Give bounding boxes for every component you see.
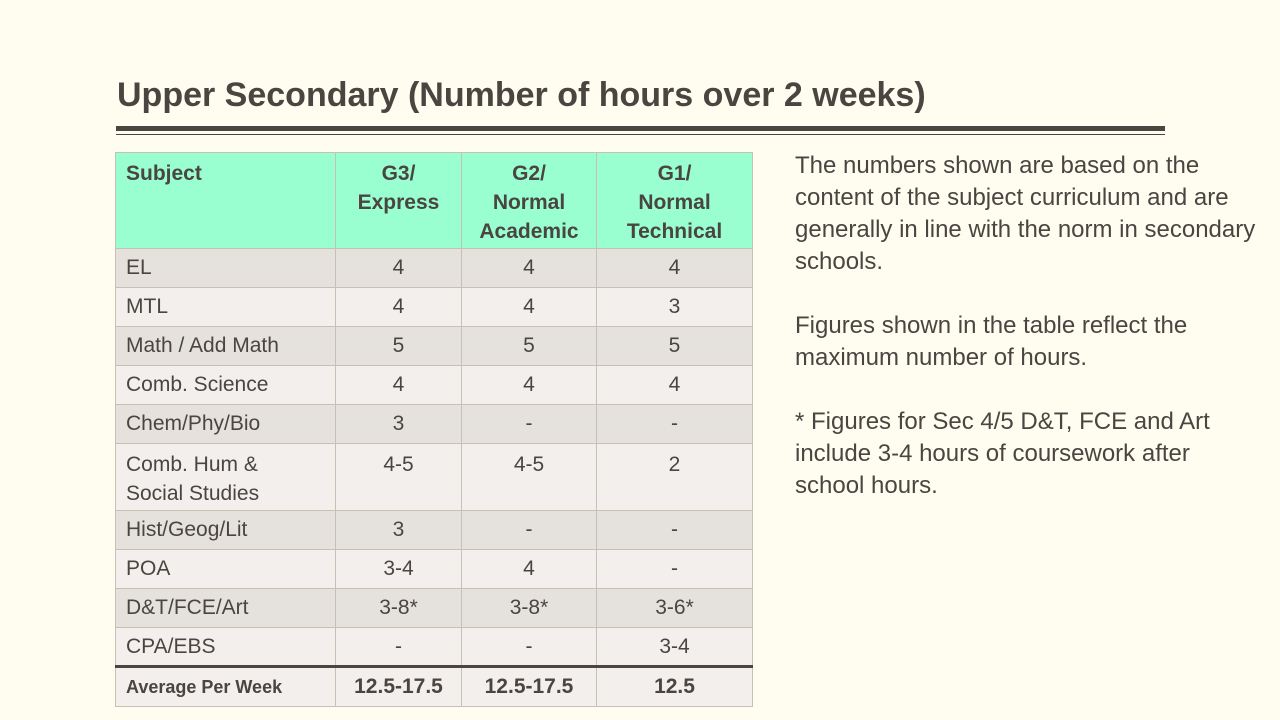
table-header-row: Subject G3/Express G2/Normal Academic G1/… [115, 152, 753, 249]
table-row: POA 3-4 4 - [115, 549, 753, 589]
g3-cell: 4-5 [335, 443, 462, 511]
header-g2-normal-academic: G2/Normal Academic [461, 152, 597, 249]
table-row: CPA/EBS - - 3-4 [115, 627, 753, 667]
g2-cell: - [461, 510, 597, 550]
g3-cell: 4 [335, 248, 462, 288]
g3-cell: 3 [335, 404, 462, 444]
table-row: Hist/Geog/Lit 3 - - [115, 510, 753, 550]
subject-cell: Math / Add Math [115, 326, 336, 366]
g3-cell: 3-8* [335, 588, 462, 628]
subject-cell: EL [115, 248, 336, 288]
subject-cell: Chem/Phy/Bio [115, 404, 336, 444]
table-footer-row: Average Per Week 12.5-17.5 12.5-17.5 12.… [115, 665, 753, 707]
g2-cell: 3-8* [461, 588, 597, 628]
table-row: Chem/Phy/Bio 3 - - [115, 404, 753, 444]
note-coursework: * Figures for Sec 4/5 D&T, FCE and Art i… [795, 408, 1210, 499]
footer-g3-cell: 12.5-17.5 [335, 665, 462, 707]
g3-cell: 4 [335, 287, 462, 327]
notes-panel: The numbers shown are based on the conte… [795, 150, 1265, 534]
subject-cell: Hist/Geog/Lit [115, 510, 336, 550]
title-divider-thick [116, 126, 1165, 131]
g1-cell: 2 [596, 443, 753, 511]
g2-cell: 4 [461, 549, 597, 589]
subject-cell: POA [115, 549, 336, 589]
table-row: MTL 4 4 3 [115, 287, 753, 327]
g1-cell: 3 [596, 287, 753, 327]
footer-g2-cell: 12.5-17.5 [461, 665, 597, 707]
table-row: Comb. Hum & Social Studies 4-5 4-5 2 [115, 443, 753, 511]
g1-cell: 3-6* [596, 588, 753, 628]
header-g3-express: G3/Express [335, 152, 462, 249]
g1-cell: 3-4 [596, 627, 753, 667]
g1-cell: - [596, 549, 753, 589]
g1-cell: - [596, 510, 753, 550]
table-row: D&T/FCE/Art 3-8* 3-8* 3-6* [115, 588, 753, 628]
footer-g1-cell: 12.5 [596, 665, 753, 707]
subject-cell: CPA/EBS [115, 627, 336, 667]
g3-cell: 3 [335, 510, 462, 550]
table-row: Math / Add Math 5 5 5 [115, 326, 753, 366]
subject-cell: Comb. Hum & Social Studies [115, 443, 336, 511]
g3-cell: 3-4 [335, 549, 462, 589]
subject-cell: D&T/FCE/Art [115, 588, 336, 628]
note-curriculum: The numbers shown are based on the conte… [795, 152, 1256, 275]
g2-cell: 4-5 [461, 443, 597, 511]
g1-cell: 4 [596, 248, 753, 288]
note-maximum-hours: Figures shown in the table reflect the m… [795, 312, 1188, 371]
subject-cell: Comb. Science [115, 365, 336, 405]
subject-cell: MTL [115, 287, 336, 327]
title-divider-thin [116, 134, 1165, 135]
g1-cell: 5 [596, 326, 753, 366]
g3-cell: 4 [335, 365, 462, 405]
slide-title: Upper Secondary (Number of hours over 2 … [117, 76, 926, 114]
g2-cell: 4 [461, 365, 597, 405]
g2-cell: - [461, 627, 597, 667]
g1-cell: - [596, 404, 753, 444]
g2-cell: - [461, 404, 597, 444]
g3-cell: - [335, 627, 462, 667]
table-row: Comb. Science 4 4 4 [115, 365, 753, 405]
header-g1-normal-technical: G1/Normal Technical [596, 152, 753, 249]
g2-cell: 4 [461, 287, 597, 327]
g3-cell: 5 [335, 326, 462, 366]
g1-cell: 4 [596, 365, 753, 405]
table-row: EL 4 4 4 [115, 248, 753, 288]
header-subject: Subject [115, 152, 336, 249]
footer-subject-cell: Average Per Week [115, 665, 336, 707]
g2-cell: 4 [461, 248, 597, 288]
g2-cell: 5 [461, 326, 597, 366]
hours-table: Subject G3/Express G2/Normal Academic G1/… [115, 152, 753, 707]
